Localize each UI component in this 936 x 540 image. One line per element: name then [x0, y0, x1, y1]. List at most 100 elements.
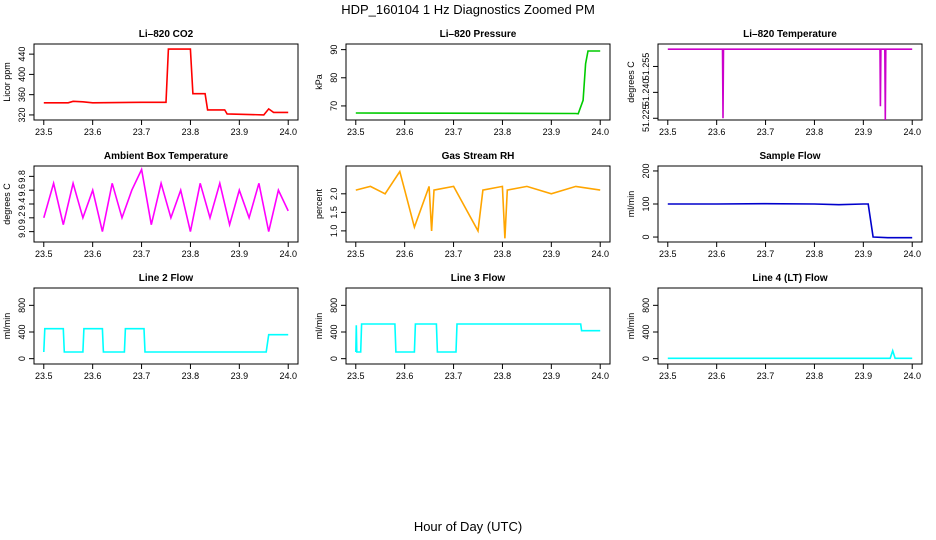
x-tick-label: 23.9	[855, 127, 873, 137]
y-tick-label: 9.4	[17, 198, 27, 211]
y-axis-label: degrees C	[626, 61, 636, 103]
x-tick-label: 23.8	[494, 371, 512, 381]
y-tick-label: 51.255	[641, 53, 651, 81]
x-tick-label: 23.7	[757, 249, 775, 259]
x-tick-label: 23.8	[806, 371, 824, 381]
chart-panel-7: Line 2 Flow 23.5 23.6 23.7 23.8 23.9 24.0 0 400 8…	[2, 273, 299, 381]
x-tick-label: 23.9	[855, 371, 873, 381]
x-tick-label: 23.8	[494, 127, 512, 137]
figure-title: HDP_160104 1 Hz Diagnostics Zoomed PM	[341, 2, 595, 17]
y-tick-label: 0	[17, 356, 27, 361]
x-tick-label: 23.6	[84, 127, 102, 137]
y-tick-label: 440	[17, 47, 27, 62]
panel-title: Li–820 Temperature	[743, 29, 837, 40]
x-tick-label: 23.7	[757, 127, 775, 137]
panels: Li–820 CO2 23.5 23.6 23.7 23.8 23.9 24.0 320 360…	[2, 29, 923, 381]
series-line	[43, 48, 289, 116]
series-line	[667, 348, 913, 360]
plot-frame	[33, 43, 299, 121]
series-line	[355, 323, 601, 353]
y-tick-label: 9.0	[17, 225, 27, 238]
y-tick-label: 1.5	[329, 206, 339, 219]
y-axis-label: ml/min	[626, 191, 636, 218]
x-tick-label: 23.9	[543, 249, 561, 259]
x-tick-label: 24.0	[591, 127, 609, 137]
panel-title: Li–820 Pressure	[440, 29, 517, 40]
x-tick-label: 23.8	[182, 249, 200, 259]
y-tick-label: 400	[17, 324, 27, 339]
panel-title: Line 4 (LT) Flow	[752, 273, 828, 284]
y-axis-label: degrees C	[2, 183, 12, 225]
x-tick-label: 23.5	[659, 371, 677, 381]
x-tick-label: 24.0	[591, 249, 609, 259]
x-tick-label: 24.0	[279, 127, 297, 137]
y-tick-label: 360	[17, 87, 27, 102]
series-line	[355, 50, 601, 115]
x-tick-label: 23.6	[396, 371, 414, 381]
x-tick-label: 23.7	[445, 371, 463, 381]
series-line	[667, 202, 913, 239]
chart-panel-9: Line 4 (LT) Flow 23.5 23.6 23.7 23.8 23.9 24.0…	[626, 273, 923, 381]
series-line	[43, 327, 289, 353]
chart-panel-4: Ambient Box Temperature 23.5 23.6 23.7 23.8 2…	[2, 151, 299, 259]
x-tick-label: 23.5	[347, 371, 365, 381]
y-tick-label: 800	[641, 298, 651, 313]
y-tick-label: 9.8	[17, 170, 27, 183]
x-tick-label: 23.9	[855, 249, 873, 259]
x-tick-label: 23.8	[182, 371, 200, 381]
y-axis-label: kPa	[314, 74, 324, 90]
plot-frame	[345, 287, 611, 365]
x-tick-label: 23.6	[708, 249, 726, 259]
y-tick-label: 0	[329, 356, 339, 361]
y-tick-label: 80	[329, 73, 339, 83]
y-tick-label: 320	[17, 107, 27, 122]
y-tick-label: 800	[329, 298, 339, 313]
x-tick-label: 23.9	[543, 371, 561, 381]
y-tick-label: 51.225	[641, 105, 651, 133]
y-tick-label: 200	[641, 163, 651, 178]
y-tick-label: 100	[641, 196, 651, 211]
x-tick-label: 23.5	[347, 127, 365, 137]
plot-frame	[345, 43, 611, 121]
y-tick-label: 0	[641, 356, 651, 361]
x-tick-label: 23.7	[133, 249, 151, 259]
x-tick-label: 23.9	[543, 127, 561, 137]
x-tick-label: 23.8	[182, 127, 200, 137]
x-tick-label: 23.5	[35, 249, 53, 259]
x-tick-label: 23.7	[445, 127, 463, 137]
y-tick-label: 9.2	[17, 212, 27, 225]
x-tick-label: 23.7	[133, 127, 151, 137]
plot-frame	[33, 287, 299, 365]
panel-title: Li–820 CO2	[139, 29, 194, 40]
chart-panel-5: Gas Stream RH 23.5 23.6 23.7 23.8 23.9 24.0 1.0…	[314, 151, 611, 259]
x-tick-label: 23.6	[396, 127, 414, 137]
series-line	[667, 48, 913, 121]
plot-frame	[657, 43, 923, 121]
x-tick-label: 24.0	[279, 371, 297, 381]
panel-title: Gas Stream RH	[442, 151, 515, 162]
y-tick-label: 90	[329, 45, 339, 55]
x-tick-label: 24.0	[279, 249, 297, 259]
x-tick-label: 23.7	[133, 371, 151, 381]
x-tick-label: 23.5	[347, 249, 365, 259]
chart-panel-1: Li–820 CO2 23.5 23.6 23.7 23.8 23.9 24.0 320 360…	[2, 29, 299, 137]
chart-panel-8: Line 3 Flow 23.5 23.6 23.7 23.8 23.9 24.0 0 400 8…	[314, 273, 611, 381]
x-tick-label: 23.6	[708, 127, 726, 137]
x-tick-label: 23.8	[806, 127, 824, 137]
x-tick-label: 23.6	[84, 249, 102, 259]
x-tick-label: 24.0	[903, 127, 921, 137]
y-tick-label: 400	[329, 324, 339, 339]
y-tick-label: 1.0	[329, 225, 339, 238]
x-tick-label: 23.9	[231, 371, 249, 381]
x-tick-label: 23.5	[35, 371, 53, 381]
series-line	[43, 166, 289, 232]
chart-panel-3: Li–820 Temperature 23.5 23.6 23.7 23.8 23.9 24…	[626, 29, 923, 137]
y-tick-label: 400	[17, 67, 27, 82]
y-axis-label: ml/min	[626, 313, 636, 340]
y-tick-label: 2.0	[329, 188, 339, 201]
y-tick-label: 70	[329, 101, 339, 111]
y-tick-label: 0	[641, 235, 651, 240]
y-axis-label: ml/min	[2, 313, 12, 340]
y-tick-label: 800	[17, 298, 27, 313]
